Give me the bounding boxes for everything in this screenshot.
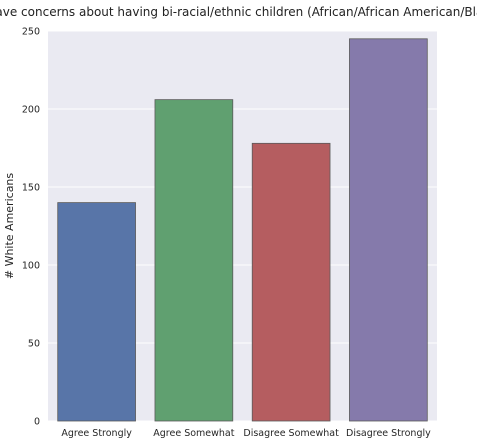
y-tick-label: 250 bbox=[22, 27, 40, 38]
x-tick-label: Agree Somewhat bbox=[153, 428, 234, 439]
y-tick-label: 150 bbox=[22, 183, 40, 194]
bar bbox=[349, 38, 428, 422]
bars bbox=[57, 38, 428, 422]
bar bbox=[57, 202, 136, 422]
bar bbox=[251, 142, 331, 422]
x-axis: Agree Strongly Agree Somewhat Disagree Som… bbox=[61, 428, 431, 439]
y-tick-label: 50 bbox=[28, 339, 40, 350]
y-axis-label: # White Americans bbox=[3, 173, 16, 280]
y-axis: 0 50 100 150 200 250 bbox=[22, 27, 40, 428]
chart-title: I have concerns about having bi-racial/e… bbox=[0, 5, 477, 19]
bar bbox=[154, 99, 234, 422]
x-tick-label: Disagree Strongly bbox=[346, 428, 431, 439]
y-tick-label: 100 bbox=[22, 261, 40, 272]
y-tick-label: 0 bbox=[34, 417, 40, 428]
x-tick-label: Disagree Somewhat bbox=[243, 428, 339, 439]
y-tick-label: 200 bbox=[22, 105, 40, 116]
x-tick-label: Agree Strongly bbox=[61, 428, 132, 439]
